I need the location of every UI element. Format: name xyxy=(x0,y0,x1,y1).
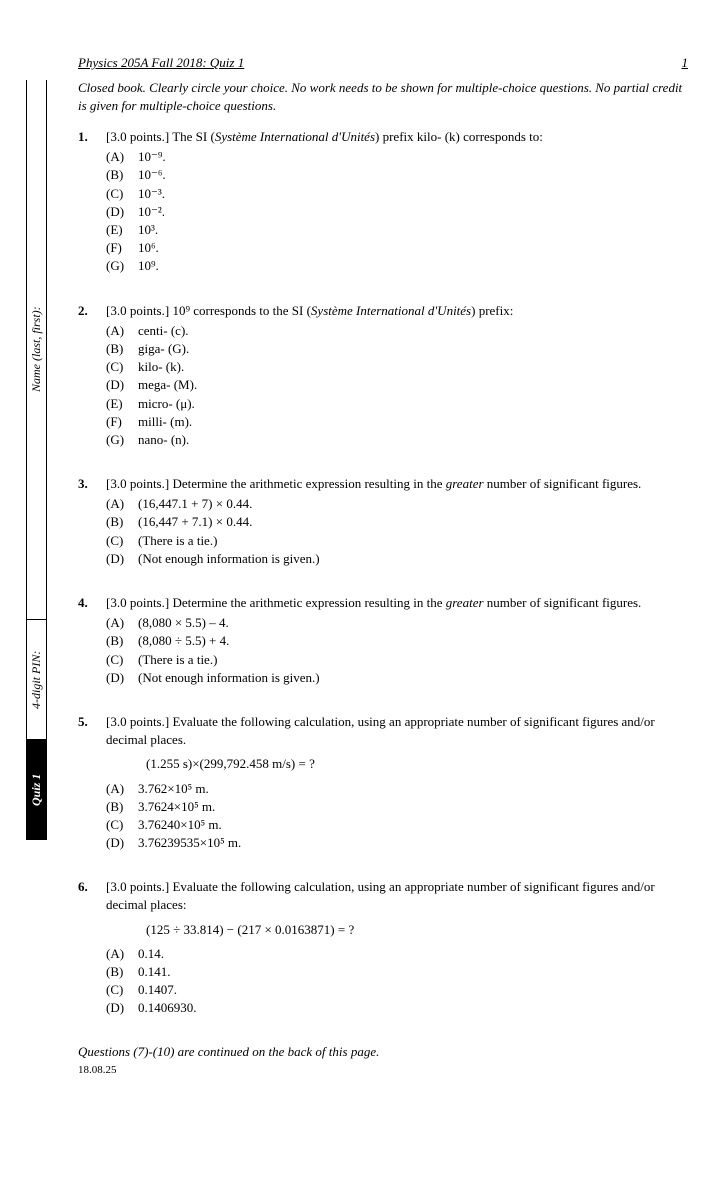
q3-choices: (A)(16,447.1 + 7) × 0.44. (B)(16,447 + 7… xyxy=(106,495,688,568)
choice[interactable]: (C)(There is a tie.) xyxy=(106,651,688,669)
question-4: 4. [3.0 points.] Determine the arithmeti… xyxy=(78,594,688,687)
choice[interactable]: (E)10³. xyxy=(106,221,688,239)
choice[interactable]: (D)mega- (M). xyxy=(106,376,688,394)
q6-prompt: [3.0 points.] Evaluate the following cal… xyxy=(106,878,688,914)
q5-choices: (A)3.762×10⁵ m. (B)3.7624×10⁵ m. (C)3.76… xyxy=(106,780,688,853)
question-1: 1. [3.0 points.] The SI (Système Interna… xyxy=(78,128,688,276)
question-5: 5. [3.0 points.] Evaluate the following … xyxy=(78,713,688,852)
q2-choices: (A)centi- (c). (B)giga- (G). (C)kilo- (k… xyxy=(106,322,688,449)
choice[interactable]: (D)(Not enough information is given.) xyxy=(106,550,688,568)
question-6: 6. [3.0 points.] Evaluate the following … xyxy=(78,878,688,1017)
q3-prompt: [3.0 points.] Determine the arithmetic e… xyxy=(106,475,688,493)
page-number: 1 xyxy=(682,55,689,71)
choice[interactable]: (G)10⁹. xyxy=(106,257,688,275)
choice[interactable]: (C)3.76240×10⁵ m. xyxy=(106,816,688,834)
q1-prompt: [3.0 points.] The SI (Système Internatio… xyxy=(106,128,688,146)
choice[interactable]: (A)10⁻⁹. xyxy=(106,148,688,166)
question-2: 2. [3.0 points.] 10⁹ corresponds to the … xyxy=(78,302,688,450)
choice[interactable]: (C)10⁻³. xyxy=(106,185,688,203)
choice[interactable]: (D)3.76239535×10⁵ m. xyxy=(106,834,688,852)
choice[interactable]: (C)kilo- (k). xyxy=(106,358,688,376)
choice[interactable]: (B)10⁻⁶. xyxy=(106,166,688,184)
header: Physics 205A Fall 2018: Quiz 1 1 xyxy=(78,55,688,71)
q5-prompt: [3.0 points.] Evaluate the following cal… xyxy=(106,713,688,749)
choice[interactable]: (A)(8,080 × 5.5) – 4. xyxy=(106,614,688,632)
q1-choices: (A)10⁻⁹. (B)10⁻⁶. (C)10⁻³. (D)10⁻². (E)1… xyxy=(106,148,688,275)
header-left: Physics 205A Fall 2018: Quiz 1 xyxy=(78,55,244,71)
choice[interactable]: (D)0.1406930. xyxy=(106,999,688,1017)
choice[interactable]: (F)milli- (m). xyxy=(106,413,688,431)
choice[interactable]: (B)giga- (G). xyxy=(106,340,688,358)
choice[interactable]: (B)(8,080 ÷ 5.5) + 4. xyxy=(106,632,688,650)
choice[interactable]: (B)0.141. xyxy=(106,963,688,981)
choice[interactable]: (G)nano- (n). xyxy=(106,431,688,449)
q2-num: 2. xyxy=(78,302,106,450)
q6-expression: (125 ÷ 33.814) − (217 × 0.0163871) = ? xyxy=(106,921,688,939)
page: Physics 205A Fall 2018: Quiz 1 1 Closed … xyxy=(0,0,728,1106)
choice[interactable]: (A)0.14. xyxy=(106,945,688,963)
choice[interactable]: (D)(Not enough information is given.) xyxy=(106,669,688,687)
choice[interactable]: (D)10⁻². xyxy=(106,203,688,221)
choice[interactable]: (A)(16,447.1 + 7) × 0.44. xyxy=(106,495,688,513)
q4-num: 4. xyxy=(78,594,106,687)
choice[interactable]: (F)10⁶. xyxy=(106,239,688,257)
q6-choices: (A)0.14. (B)0.141. (C)0.1407. (D)0.14069… xyxy=(106,945,688,1018)
instructions: Closed book. Clearly circle your choice.… xyxy=(78,79,688,114)
q3-num: 3. xyxy=(78,475,106,568)
q2-prompt: [3.0 points.] 10⁹ corresponds to the SI … xyxy=(106,302,688,320)
choice[interactable]: (B)3.7624×10⁵ m. xyxy=(106,798,688,816)
q4-prompt: [3.0 points.] Determine the arithmetic e… xyxy=(106,594,688,612)
q4-choices: (A)(8,080 × 5.5) – 4. (B)(8,080 ÷ 5.5) +… xyxy=(106,614,688,687)
q1-num: 1. xyxy=(78,128,106,276)
choice[interactable]: (B)(16,447 + 7.1) × 0.44. xyxy=(106,513,688,531)
choice[interactable]: (C)0.1407. xyxy=(106,981,688,999)
q5-num: 5. xyxy=(78,713,106,852)
footer-date: 18.08.25 xyxy=(78,1064,688,1076)
choice[interactable]: (C)(There is a tie.) xyxy=(106,532,688,550)
choice[interactable]: (A)3.762×10⁵ m. xyxy=(106,780,688,798)
footer-note: Questions (7)-(10) are continued on the … xyxy=(78,1044,688,1060)
question-3: 3. [3.0 points.] Determine the arithmeti… xyxy=(78,475,688,568)
choice[interactable]: (E)micro- (μ). xyxy=(106,395,688,413)
choice[interactable]: (A)centi- (c). xyxy=(106,322,688,340)
q6-num: 6. xyxy=(78,878,106,1017)
q5-expression: (1.255 s)×(299,792.458 m/s) = ? xyxy=(106,755,688,773)
